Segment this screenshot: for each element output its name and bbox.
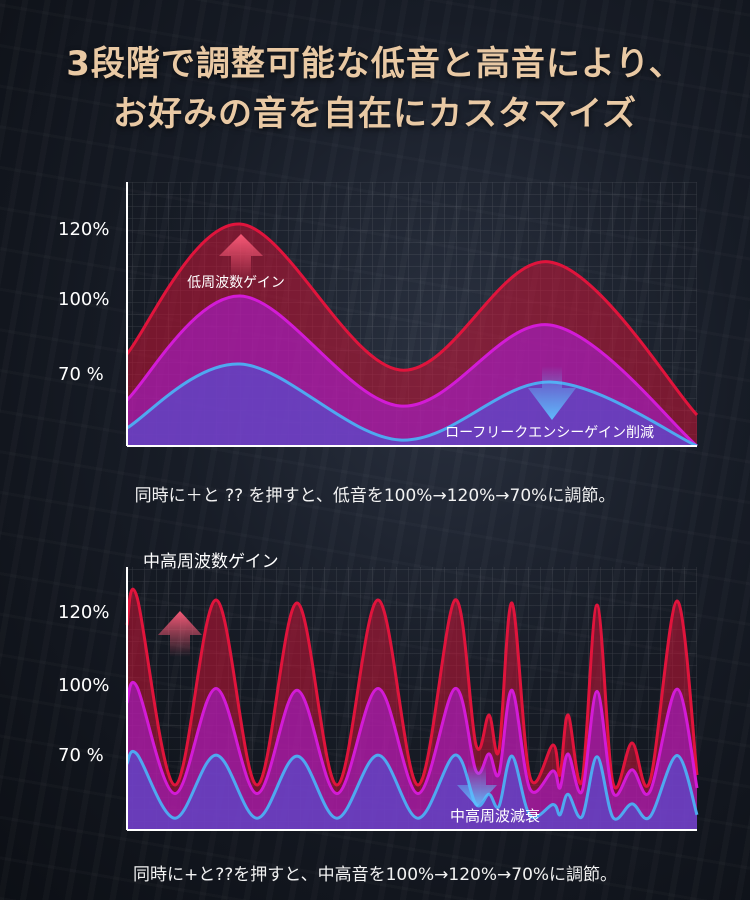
low-frequency-caption: 同時に＋と ?? を押すと、低音を100%→120%→70%に調節。 [134, 486, 616, 506]
boost-arrow-icon [158, 611, 202, 657]
y-tick-label-70: 70 % [58, 745, 104, 766]
y-tick-label-100: 100% [58, 675, 109, 696]
cut-annotation: ローフリークエンシーゲイン削減 [445, 424, 654, 441]
low-frequency-chart: 120% 100% 70 % 低周波数ゲイン ローフリークエンシーゲイン削減 [58, 182, 699, 448]
y-tick-label-120: 120% [58, 602, 109, 623]
cut-arrow-icon [528, 366, 576, 420]
level-70-series-line [125, 750, 699, 821]
level-100-series-line [125, 294, 698, 448]
level-120-series-line [125, 222, 699, 417]
boost-arrow-icon [219, 234, 263, 280]
headline-line-1: 3段階で調整可能な低音と高音により、 [66, 44, 684, 84]
y-tick-label-100: 100% [58, 289, 109, 310]
level-100-series-area [127, 682, 697, 830]
mid-high-frequency-caption: 同時に+と??を押すと、中高音を100%→120%→70%に調節。 [132, 865, 618, 885]
cut-arrow-icon [457, 765, 497, 807]
y-tick-label-120: 120% [58, 219, 109, 240]
level-70-series-line [126, 362, 698, 448]
cut-annotation: 中高周波減衰 [450, 807, 540, 825]
mid-high-frequency-chart: 中高周波数ゲイン 120% 100% 70 % 中高周波減衰 [58, 552, 699, 831]
chart-title: 中高周波数ゲイン [143, 552, 279, 572]
level-70-series-area [127, 751, 697, 830]
level-100-series-line [125, 681, 699, 797]
level-120-series-line [125, 587, 699, 790]
boost-annotation: 低周波数ゲイン [187, 275, 285, 291]
y-tick-label-70: 70 % [58, 364, 104, 385]
headline-line-2: お好みの音を自在にカスタマイズ [113, 94, 637, 134]
